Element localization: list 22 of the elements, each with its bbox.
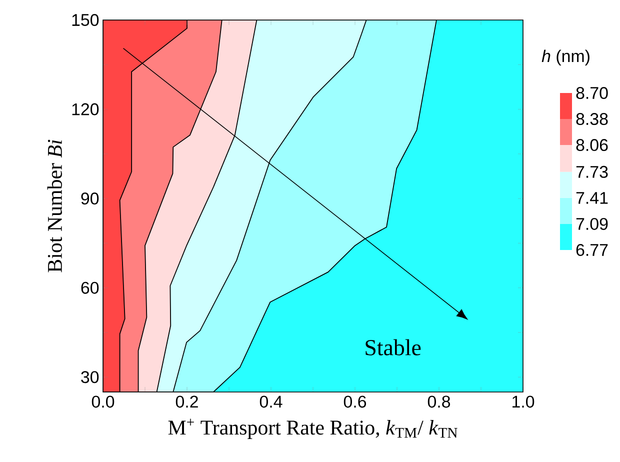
y-tick-label: 90 bbox=[81, 192, 99, 205]
color-bar-label: 7.41 bbox=[576, 192, 608, 204]
x-tick-label: 1.0 bbox=[512, 396, 534, 408]
color-bar-label: 8.70 bbox=[576, 86, 608, 99]
x-tick-label: 0.8 bbox=[428, 396, 450, 408]
x-tick-label: 0.4 bbox=[260, 396, 282, 408]
x-tick-label: 0.2 bbox=[176, 396, 198, 408]
y-tick-label: 120 bbox=[72, 103, 99, 116]
x-axis-title: M$^{+}$ Transport Rate Ratio, k$_{TM}$/ k$_{TN}$ bbox=[168, 418, 458, 439]
color-bar-title: h (nm) bbox=[542, 50, 590, 66]
y-tick-label: 60 bbox=[81, 282, 99, 294]
color-bar-label: 8.06 bbox=[576, 139, 608, 152]
color-bar-label: 7.09 bbox=[576, 218, 608, 230]
x-tick-label: 0.0 bbox=[92, 396, 114, 408]
x-tick-label: 0.6 bbox=[344, 396, 366, 408]
annotation: Stable bbox=[366, 339, 421, 356]
y-tick-label: 30 bbox=[81, 371, 99, 384]
color-bar-label: 6.77 bbox=[576, 244, 608, 256]
y-tick-label: 150 bbox=[72, 14, 99, 26]
color-bar-label: 8.38 bbox=[576, 113, 608, 126]
color-bar-label: 7.73 bbox=[576, 166, 608, 178]
y-axis-title: Biot Number Bi bbox=[47, 140, 62, 272]
